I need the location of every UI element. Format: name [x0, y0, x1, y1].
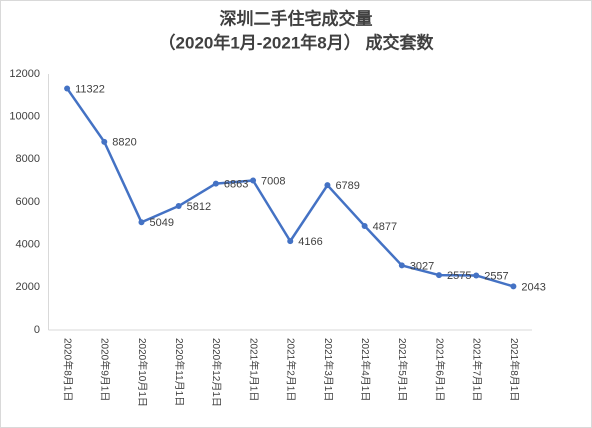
point [138, 219, 145, 226]
point [101, 138, 108, 145]
x-tick-label: 2020年8月1日 [61, 338, 74, 401]
x-tick-label: 2021年1月1日 [247, 338, 260, 401]
point [473, 272, 480, 279]
x-tick-label: 2020年10月1日 [136, 338, 149, 407]
point [212, 180, 219, 187]
data-label: 4166 [298, 236, 322, 248]
y-tick-label: 0 [34, 324, 40, 336]
y-tick-label: 6000 [16, 196, 40, 208]
data-label: 5049 [149, 217, 173, 229]
data-label: 2575 [447, 270, 471, 282]
x-tick-label: 2021年8月1日 [508, 338, 521, 401]
data-label: 11322 [75, 83, 105, 95]
data-label: 2043 [521, 281, 545, 293]
x-tick-label: 2020年12月1日 [210, 338, 223, 407]
data-label: 6789 [335, 180, 359, 192]
point [361, 222, 368, 229]
x-tick-label: 2020年11月1日 [173, 338, 186, 406]
x-tick-label: 2020年9月1日 [99, 338, 112, 401]
chart-subtitle: （2020年1月-2021年8月） 成交套数 [159, 32, 435, 52]
x-tick-label: 2021年7月1日 [471, 338, 484, 401]
y-tick-label: 12000 [9, 68, 40, 80]
x-tick-label: 2021年5月1日 [396, 338, 409, 401]
point [324, 182, 331, 189]
point [510, 283, 517, 290]
data-label: 5812 [187, 201, 211, 213]
x-tick-label: 2021年6月1日 [433, 338, 446, 401]
point [64, 85, 71, 92]
point [398, 262, 405, 269]
point [175, 203, 182, 210]
data-label: 6863 [224, 178, 248, 190]
y-tick-label: 10000 [9, 111, 40, 123]
x-tick-label: 2021年2月1日 [285, 338, 298, 401]
y-tick-label: 2000 [16, 281, 40, 293]
data-label: 3027 [410, 260, 434, 272]
y-tick-label: 4000 [16, 239, 40, 251]
chart-title: 深圳二手住宅成交量 [220, 8, 373, 28]
x-tick-label: 2021年4月1日 [359, 338, 372, 401]
point [436, 272, 443, 279]
point [287, 238, 294, 245]
data-label: 8820 [112, 137, 136, 149]
data-label: 4877 [373, 221, 397, 233]
data-label: 2557 [484, 270, 508, 282]
point [250, 177, 257, 184]
data-label: 7008 [261, 175, 285, 187]
x-tick-label: 2021年3月1日 [322, 338, 335, 401]
y-tick-label: 8000 [16, 153, 40, 165]
